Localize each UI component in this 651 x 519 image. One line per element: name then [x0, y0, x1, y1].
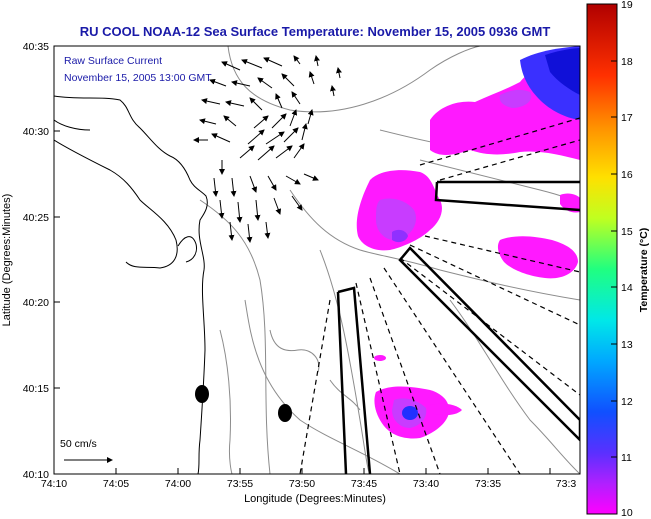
x-tick-label: 73:40 [413, 478, 439, 490]
y-tick-label: 40:30 [23, 126, 49, 138]
sst-patches [356, 46, 580, 439]
colorbar-label: Temperature (°C) [638, 228, 650, 313]
x-tick-label: 73:45 [351, 478, 377, 490]
scale-bar-label: 50 cm/s [60, 438, 97, 450]
y-tick-label: 40:35 [23, 41, 49, 53]
station-marker-2 [278, 404, 292, 422]
x-tick-label: 74:05 [103, 478, 129, 490]
y-tick-label: 40:15 [23, 383, 49, 395]
colorbar-tick: 17 [621, 112, 633, 124]
overlay-line-1: Raw Surface Current [64, 55, 162, 67]
y-axis-label: Latitude (Degrees:Minutes) [1, 194, 13, 327]
colorbar-tick: 10 [621, 507, 633, 519]
x-axis: 74:10 74:05 74:00 73:55 73:50 73:45 73:4… [41, 468, 577, 505]
overlay-line-2: November 15, 2005 13:00 GMT [64, 72, 212, 84]
x-tick-label: 74:10 [41, 478, 67, 490]
colorbar-tick: 11 [621, 452, 632, 464]
colorbar-tick: 18 [621, 56, 633, 68]
x-tick-label: 73:50 [289, 478, 315, 490]
coastline [54, 95, 208, 474]
survey-boxes [336, 180, 580, 474]
x-tick-label: 73:55 [227, 478, 253, 490]
colorbar: 19 18 17 16 15 14 13 12 11 10 Temperatur… [586, 0, 650, 519]
y-tick-label: 40:25 [23, 212, 49, 224]
colorbar-tick: 12 [621, 396, 633, 408]
current-vectors [193, 55, 342, 243]
colorbar-tick: 15 [621, 226, 633, 238]
y-tick-label: 40:10 [23, 469, 49, 481]
colorbar-tick: 14 [621, 282, 633, 294]
dashed-lines [299, 117, 580, 474]
colorbar-tick: 19 [621, 0, 633, 11]
station-marker-1 [195, 385, 209, 403]
x-tick-label: 73:3 [556, 478, 577, 490]
colorbar-gradient [586, 3, 618, 515]
figure-title: RU COOL NOAA-12 Sea Surface Temperature:… [80, 24, 551, 39]
plot-frame [53, 45, 581, 475]
plot-area [54, 46, 580, 474]
colorbar-tick: 13 [621, 339, 633, 351]
y-axis: 40:35 40:30 40:25 40:20 40:15 40:10 Lati… [1, 41, 60, 481]
x-tick-label: 73:35 [475, 478, 501, 490]
x-axis-label: Longitude (Degrees:Minutes) [244, 493, 386, 505]
y-tick-label: 40:20 [23, 297, 49, 309]
x-tick-label: 74:00 [165, 478, 191, 490]
colorbar-tick: 16 [621, 169, 633, 181]
